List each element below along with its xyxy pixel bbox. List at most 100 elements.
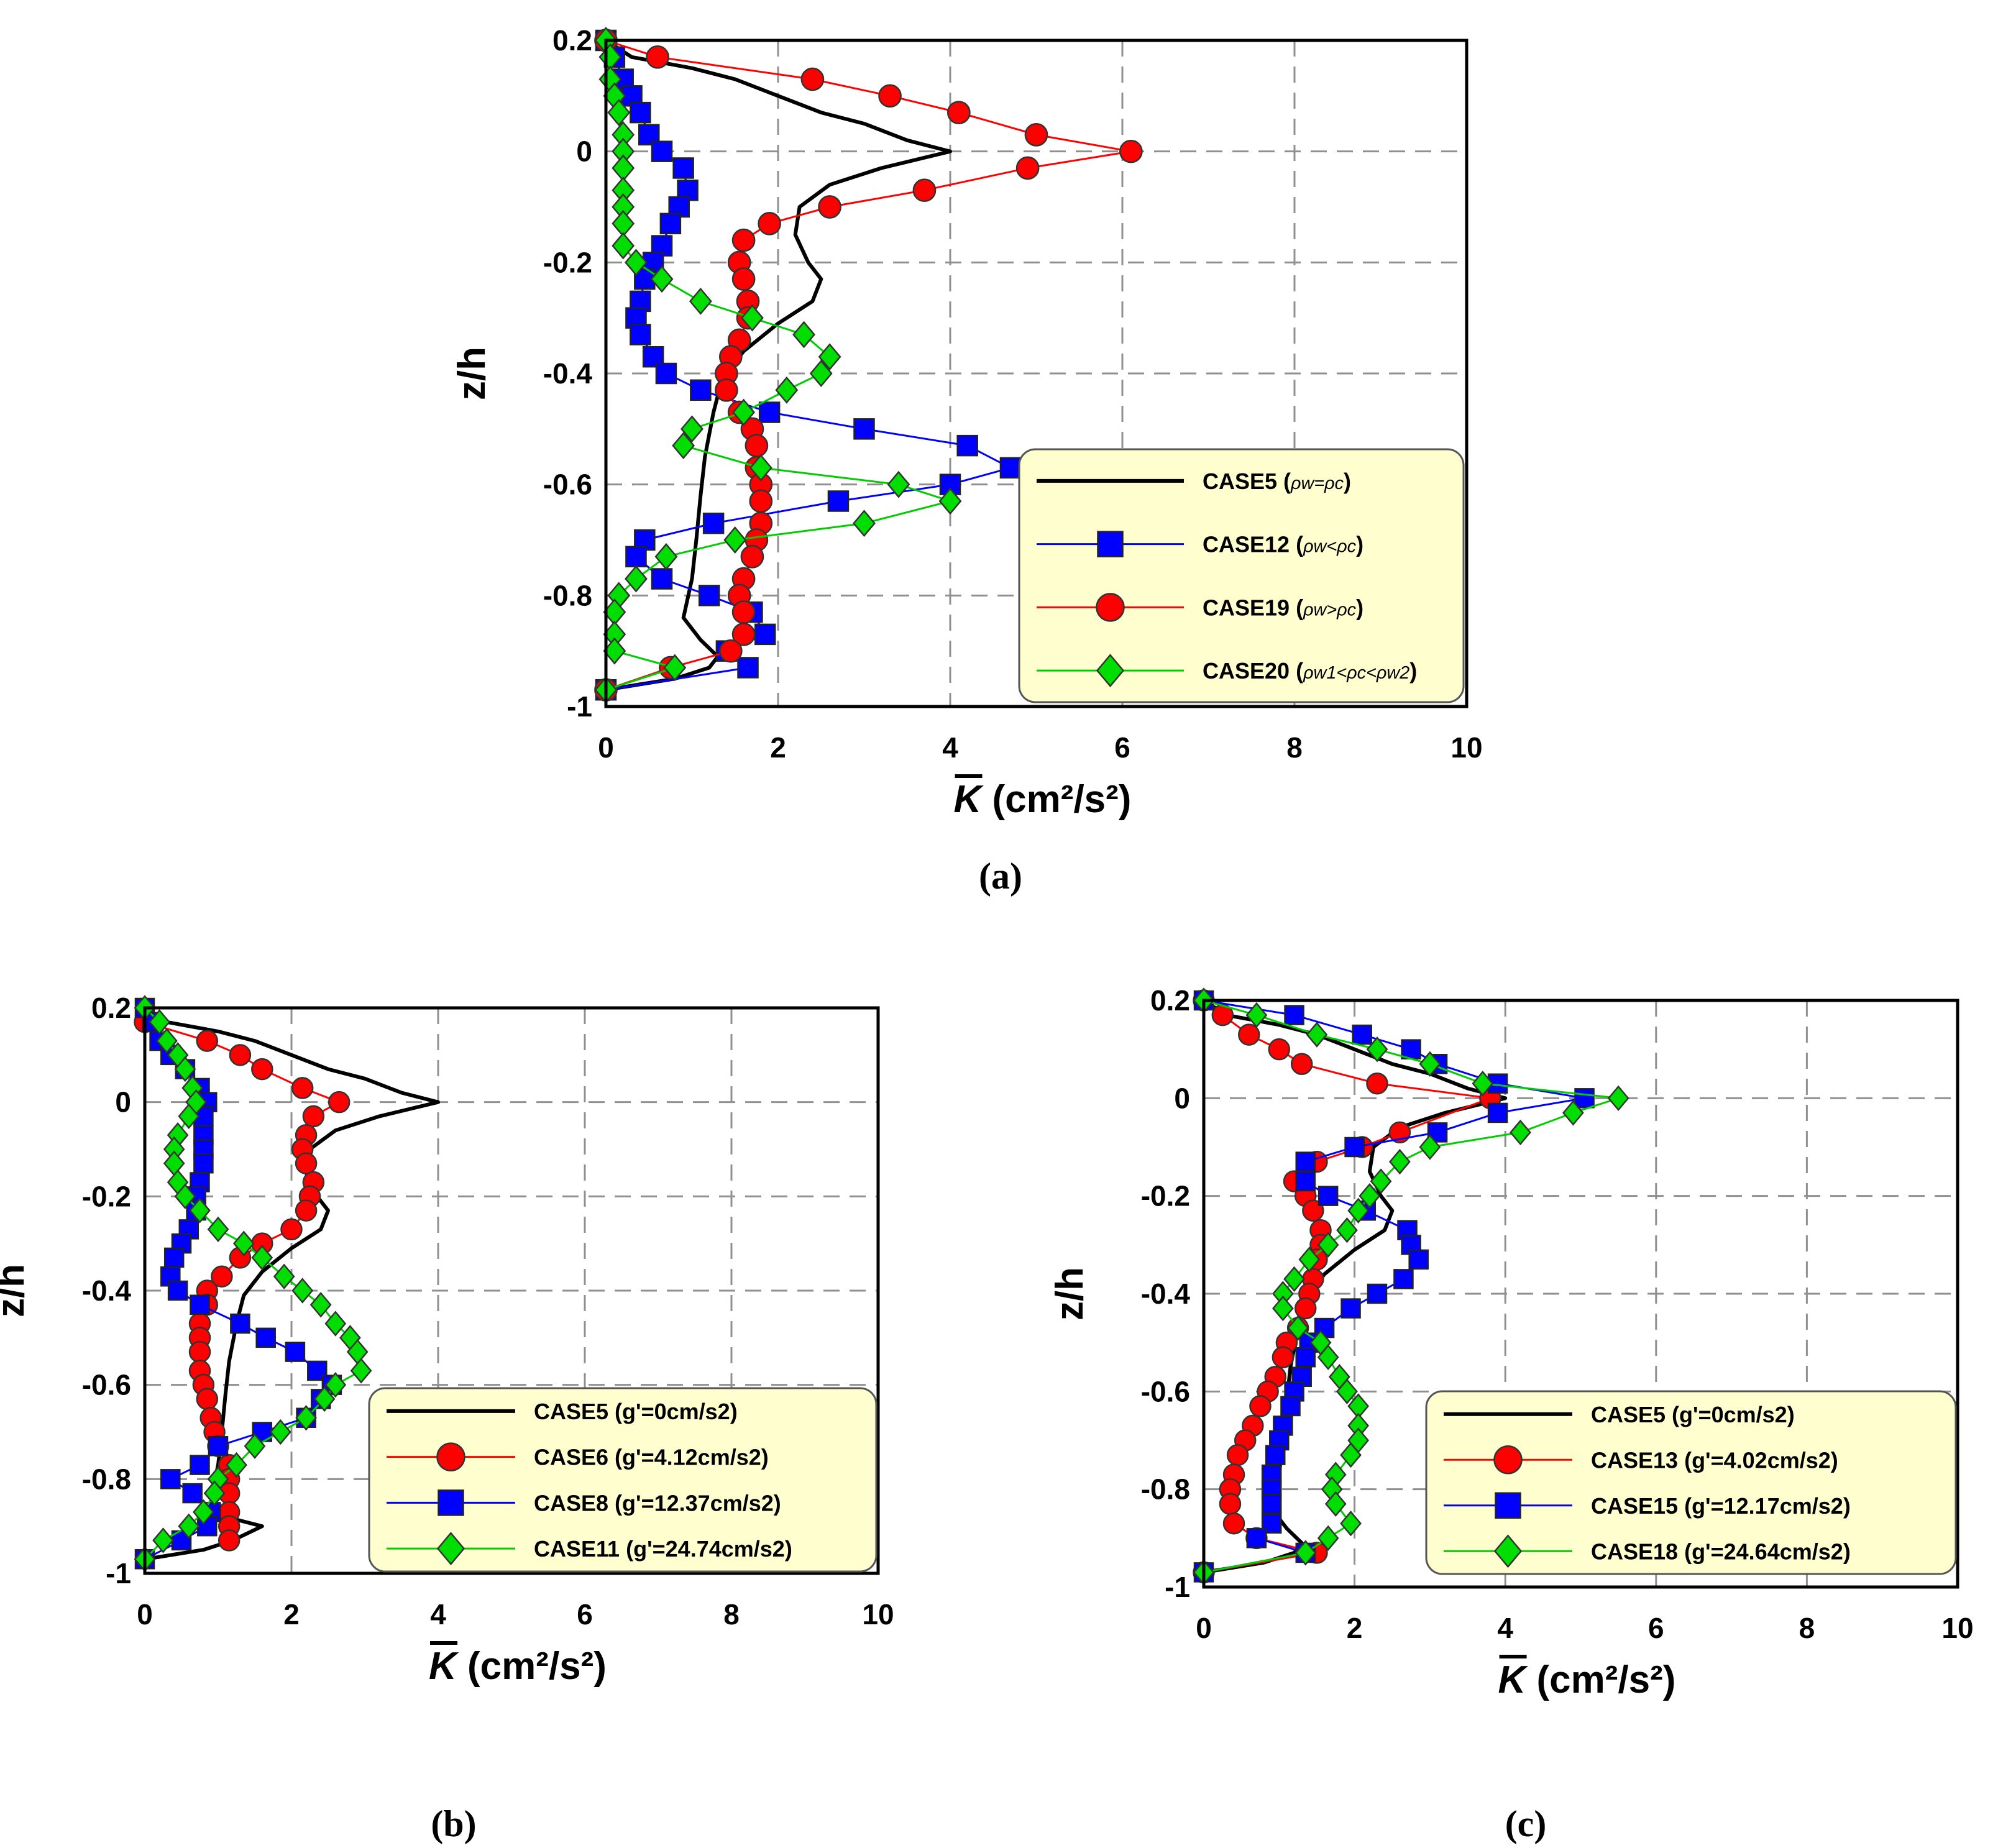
x-tick-label: 6 xyxy=(1648,1612,1664,1644)
data-point-diamond xyxy=(226,1452,247,1478)
x-axis-label: K (cm²/s²) xyxy=(429,1645,607,1688)
data-point-diamond xyxy=(1283,1266,1305,1292)
data-point-circle xyxy=(1219,1493,1242,1516)
data-point-square xyxy=(690,379,712,401)
legend-label: CASE15 (g'=12.17cm/s2) xyxy=(1591,1493,1851,1519)
data-point-square xyxy=(255,1327,276,1348)
panel-c-chart: 0 2 4 6 8 10 0.2 0 -0.2 -0.4 -0.6 -0.8 -1 K (cm²/s²) z… xyxy=(1048,984,1974,1701)
x-tick-label: 8 xyxy=(1286,731,1303,764)
data-point-diamond xyxy=(1419,1134,1441,1160)
data-point-circle xyxy=(1366,1072,1388,1095)
y-tick-label: -0.8 xyxy=(543,579,592,611)
data-point-square xyxy=(853,418,875,440)
data-point-diamond xyxy=(732,398,756,426)
data-point-circle xyxy=(1249,1395,1272,1417)
data-point-diamond xyxy=(156,1028,178,1054)
legend-condition: ρw1<ρc<ρw2 xyxy=(1303,663,1409,683)
data-point-diamond xyxy=(1317,1232,1339,1258)
legend-label: CASE13 (g'=4.02cm/s2) xyxy=(1591,1447,1838,1473)
data-point-circle xyxy=(436,1442,465,1471)
data-point-diamond xyxy=(313,1386,336,1412)
legend-close: ) xyxy=(1356,595,1363,620)
legend-box xyxy=(1018,448,1465,703)
data-point-square xyxy=(1317,1186,1339,1206)
legend-close: ) xyxy=(730,1399,738,1424)
legend-label: CASE19 (ρw>ρc) xyxy=(1203,595,1363,620)
y-tick-label: -0.4 xyxy=(543,357,593,390)
data-point-diamond xyxy=(1366,1036,1388,1063)
series-case5 xyxy=(605,39,952,692)
caption-c: (c) xyxy=(1505,1803,1547,1844)
data-point-square xyxy=(702,512,725,534)
legend-box xyxy=(368,1387,878,1573)
data-point-diamond xyxy=(689,287,712,315)
data-point-square xyxy=(758,401,781,423)
y-tick-label: -0.2 xyxy=(82,1180,131,1212)
data-point-square xyxy=(655,362,677,385)
data-point-circle xyxy=(251,1058,273,1081)
data-point-diamond xyxy=(1510,1119,1531,1146)
legend-close: ) xyxy=(1831,1447,1838,1473)
data-point-square xyxy=(630,324,651,345)
data-point-circle xyxy=(1015,156,1040,180)
legend-case-name: CASE20 ( xyxy=(1203,658,1303,684)
data-point-circle xyxy=(1024,123,1048,147)
data-point-square xyxy=(1265,1445,1286,1465)
legend-case-name: CASE15 ( xyxy=(1591,1493,1692,1519)
data-point-circle xyxy=(731,267,756,291)
data-point-square xyxy=(1352,1024,1372,1045)
x-tick-label: 6 xyxy=(577,1598,593,1631)
data-point-square xyxy=(651,140,673,162)
data-point-diamond xyxy=(938,487,962,515)
data-point-diamond xyxy=(1306,1022,1328,1048)
plot-frame xyxy=(604,39,1469,708)
data-point-diamond xyxy=(1562,1100,1584,1126)
series-case6 xyxy=(134,1011,351,1552)
data-point-circle xyxy=(878,84,902,108)
y-tick-label: -0.4 xyxy=(1141,1278,1191,1310)
panel-a-chart: 0 2 4 6 8 10 0.2 0 -0.2 -0.4 -0.6 -0.8 -1 K (cm²/s²) z… xyxy=(451,24,1483,821)
data-point-diamond xyxy=(273,1263,295,1289)
y-tick-label: 0 xyxy=(115,1086,131,1118)
legend: CASE5 (g'=0cm/s2)CASE6 (g'=4.12cm/s2)CAS… xyxy=(368,1387,878,1573)
data-point-square xyxy=(1284,1005,1304,1025)
x-tick-label: 8 xyxy=(723,1598,740,1631)
legend-case-name: CASE5 ( xyxy=(534,1399,622,1424)
data-point-square xyxy=(1280,1396,1301,1417)
data-point-square xyxy=(285,1342,306,1362)
data-point-circle xyxy=(1096,593,1125,622)
data-point-diamond xyxy=(612,232,635,260)
data-point-square xyxy=(630,101,651,124)
y-tick-label: -0.2 xyxy=(1141,1180,1190,1212)
data-point-diamond xyxy=(1370,1168,1392,1194)
data-point-circle xyxy=(188,1340,211,1363)
data-point-diamond xyxy=(324,1311,347,1337)
data-point-circle xyxy=(280,1218,303,1241)
legend-condition: g'=4.12cm/s2 xyxy=(622,1445,761,1470)
y-tick-label: 0 xyxy=(1174,1082,1190,1114)
data-point-square xyxy=(1246,1528,1267,1548)
data-point-circle xyxy=(818,195,841,219)
data-point-square xyxy=(1393,1269,1414,1289)
data-point-diamond xyxy=(1388,1148,1411,1175)
y-tick-label: -1 xyxy=(106,1557,131,1590)
legend-label: CASE11 (g'=24.74cm/s2) xyxy=(534,1536,792,1562)
data-point-circle xyxy=(1272,1346,1295,1369)
x-tick-label: 2 xyxy=(283,1598,300,1631)
y-axis-label: z/h xyxy=(0,1264,32,1317)
data-point-circle xyxy=(715,378,738,402)
data-point-square xyxy=(190,1455,210,1475)
data-point-circle xyxy=(229,1044,252,1066)
data-point-circle xyxy=(196,1030,219,1052)
data-point-circle xyxy=(912,178,937,203)
data-point-diamond xyxy=(809,360,833,387)
data-point-diamond xyxy=(174,1183,196,1210)
legend-condition: g'=0cm/s2 xyxy=(1679,1402,1787,1427)
data-point-diamond xyxy=(663,654,687,682)
data-point-diamond xyxy=(625,565,648,593)
data-point-circle xyxy=(218,1529,241,1552)
legend-condition: g'=0cm/s2 xyxy=(622,1399,730,1424)
legend-case-name: CASE6 ( xyxy=(534,1445,622,1470)
data-point-square xyxy=(956,434,978,457)
